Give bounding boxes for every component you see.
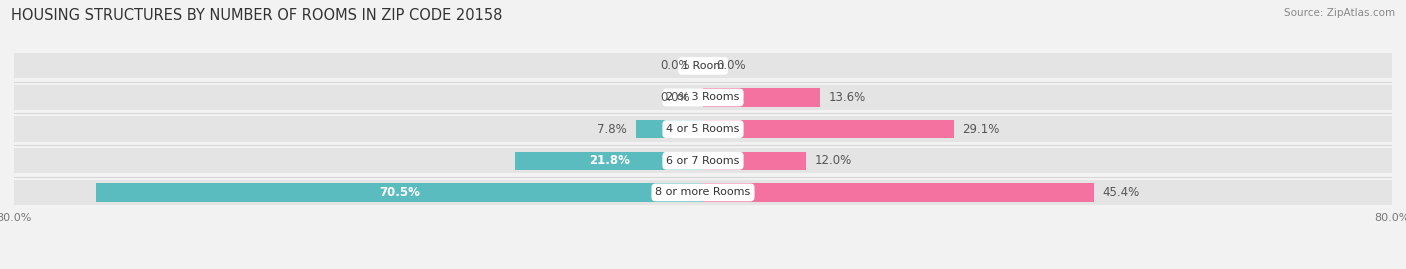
Text: Source: ZipAtlas.com: Source: ZipAtlas.com (1284, 8, 1395, 18)
Text: 0.0%: 0.0% (716, 59, 745, 72)
Bar (703, 183, 1094, 201)
Bar (14, 180, 1392, 205)
Bar (96, 183, 703, 201)
Text: 45.4%: 45.4% (1102, 186, 1140, 199)
Bar (14, 53, 1392, 79)
Bar (636, 120, 703, 138)
Bar (14, 148, 1392, 174)
Text: 13.6%: 13.6% (828, 91, 866, 104)
Bar (703, 120, 953, 138)
Text: 1 Room: 1 Room (682, 61, 724, 71)
Text: 2 or 3 Rooms: 2 or 3 Rooms (666, 93, 740, 102)
Bar (703, 152, 807, 170)
Text: HOUSING STRUCTURES BY NUMBER OF ROOMS IN ZIP CODE 20158: HOUSING STRUCTURES BY NUMBER OF ROOMS IN… (11, 8, 502, 23)
Text: 7.8%: 7.8% (598, 123, 627, 136)
Legend: Owner-occupied, Renter-occupied: Owner-occupied, Renter-occupied (572, 266, 834, 269)
Text: 0.0%: 0.0% (661, 59, 690, 72)
Bar (515, 152, 703, 170)
Text: 4 or 5 Rooms: 4 or 5 Rooms (666, 124, 740, 134)
Bar (703, 88, 820, 107)
Text: 0.0%: 0.0% (661, 91, 690, 104)
Text: 29.1%: 29.1% (962, 123, 1000, 136)
Bar (14, 85, 1392, 110)
Text: 8 or more Rooms: 8 or more Rooms (655, 187, 751, 197)
Text: 70.5%: 70.5% (380, 186, 420, 199)
Text: 12.0%: 12.0% (815, 154, 852, 167)
Bar (14, 116, 1392, 142)
Text: 6 or 7 Rooms: 6 or 7 Rooms (666, 156, 740, 166)
Text: 21.8%: 21.8% (589, 154, 630, 167)
